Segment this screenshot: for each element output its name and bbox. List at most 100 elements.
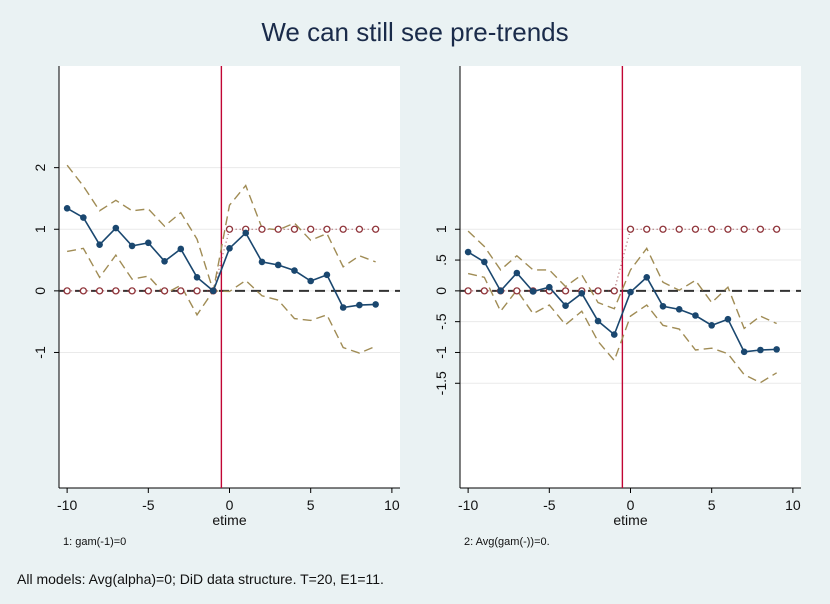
chart2-estimate-point-5 [546,283,553,291]
chart1-true-effect-point-6 [160,287,169,295]
chart1-estimate-point-16 [323,271,331,279]
chart2-x-tick-label-0: -10 [458,497,478,513]
chart1-true-effect-point-3 [112,287,120,295]
chart2-true-effect-point-6 [561,287,570,295]
panel-2: -1.5 -1 -.5 0 .5 1 -10 -5 0 5 10 etime 2: Avg(gam(-)… [433,66,801,548]
chart1-true-effect-point-15 [307,225,315,233]
chart1-true-effect-point-18 [355,225,364,233]
chart2-estimate-point-15 [708,322,715,329]
chart1-ci-upper-line [66,164,376,292]
chart2-true-effect-point-17 [740,225,748,233]
chart2-true-effect-point-1 [480,287,489,295]
chart2-true-effect-point-8 [594,287,602,295]
chart2-x-tick-label-3: 5 [708,497,716,513]
chart2-true-effect-point-3 [513,287,521,295]
chart2-estimate-point-0 [464,248,472,256]
chart1-true-effect-point-19 [371,225,380,233]
chart1-estimate-point-7 [177,245,185,253]
chart1-x-tick-label-3: 5 [307,497,315,513]
chart2-estimate-point-8 [594,317,602,325]
chart2-y-tick-label-2: -.5 [433,313,449,330]
chart1-estimate-point-18 [356,301,363,309]
chart1-true-effect-point-14 [290,225,299,233]
chart1-true-effect-point-17 [339,225,347,233]
chart2-estimate-point-11 [643,274,651,281]
chart1-estimate-point-19 [372,301,379,308]
chart2-estimate-point-17 [740,348,748,356]
chart2-estimate-point-16 [724,315,732,323]
chart2-estimate-point-10 [627,288,634,296]
chart1-x-tick-label-2: 0 [226,497,234,513]
chart2-y-tick-label-0: -1.5 [433,371,449,395]
chart1-true-effect-point-16 [323,225,331,233]
chart1-x-tick-label-0: -10 [57,497,77,513]
chart1-estimate-point-13 [274,261,282,269]
chart2-y-tick-label-3: 0 [433,287,449,295]
chart1-estimate-point-3 [112,224,120,232]
chart2-estimate-point-13 [675,306,683,313]
chart2-true-effect-point-11 [643,225,651,233]
chart2-ci-lower-line [467,272,778,384]
chart1-y-tick-label-1: 0 [32,287,48,295]
chart1-estimate-point-8 [193,274,201,281]
chart1-estimate-point-6 [161,257,168,265]
chart2-y-tick-label-5: 1 [433,225,449,233]
chart2-estimate-point-4 [529,288,537,295]
chart2-true-effect-point-9 [610,287,618,295]
chart2-estimate-point-12 [659,302,667,310]
chart2-y-tick-label-1: -1 [433,346,449,359]
chart1-y-tick-label-0: -1 [32,346,48,359]
chart1-true-effect-point-4 [128,287,136,295]
chart1-estimate-point-1 [80,214,87,221]
chart1-estimate-point-9 [209,287,217,295]
chart1-true-effect-point-10 [225,225,234,233]
chart2-estimate-point-18 [757,346,764,354]
chart2-estimate-point-14 [692,312,699,319]
chart1-estimate-point-4 [128,242,136,250]
chart2-true-effect-point-18 [756,225,765,233]
chart1-true-effect-point-8 [193,287,201,295]
chart1-true-effect-point-2 [95,287,104,295]
chart2-x-tick-label-4: 10 [785,497,801,513]
chart1-estimate-point-17 [339,304,347,311]
chart1-estimate-point-14 [291,267,298,274]
chart1-x-tick-label-1: -5 [142,497,155,513]
chart2-true-effect-point-10 [626,225,635,233]
chart1-x-tick-label-4: 10 [384,497,400,513]
figure-note: All models: Avg(alpha)=0; DiD data struc… [17,571,384,587]
chart2-true-effect-point-13 [675,225,683,233]
chart2-true-effect-point-12 [659,225,667,233]
chart1-y-tick-label-3: 2 [32,164,48,172]
chart2-caption: 2: Avg(gam(-))=0. [464,536,550,548]
chart2-estimate-point-1 [481,258,488,266]
chart2-estimate-point-3 [513,269,521,277]
chart2-true-effect-point-19 [772,225,781,233]
chart1-true-effect-point-12 [258,225,266,233]
chart1-true-effect-point-1 [79,287,88,295]
chart2-y-tick-label-4: .5 [433,254,449,266]
chart2-x-tick-label-1: -5 [543,497,556,513]
chart1-true-effect-point-13 [274,225,282,233]
chart2-estimate-point-6 [562,302,569,309]
chart2-x-tick-label-2: 0 [627,497,635,513]
chart1-caption: 1: gam(-1)=0 [63,536,126,548]
chart1-estimate-point-11 [242,229,250,237]
chart2-true-effect-point-16 [724,225,732,233]
chart2-x-axis-title: etime [613,512,647,528]
chart2-estimate-point-7 [578,290,586,297]
chart2-estimate-point-9 [610,331,618,338]
chart1-y-tick-label-2: 1 [32,225,48,233]
chart1-plot-area [59,66,400,488]
chart1-true-effect-point-5 [144,287,152,295]
chart2-true-effect-point-14 [691,225,700,233]
chart1-ci-lower-line [66,247,376,354]
chart1-estimate-point-10 [226,245,233,252]
chart2-ci-upper-line [467,230,777,330]
chart1-true-effect-point-7 [177,287,185,295]
chart1-estimate-point-12 [258,258,266,266]
chart2-estimate-point-2 [497,287,504,295]
chart1-x-axis-title: etime [212,512,246,528]
chart1-estimate-point-0 [63,205,71,212]
figure-title: We can still see pre-trends [261,17,568,47]
